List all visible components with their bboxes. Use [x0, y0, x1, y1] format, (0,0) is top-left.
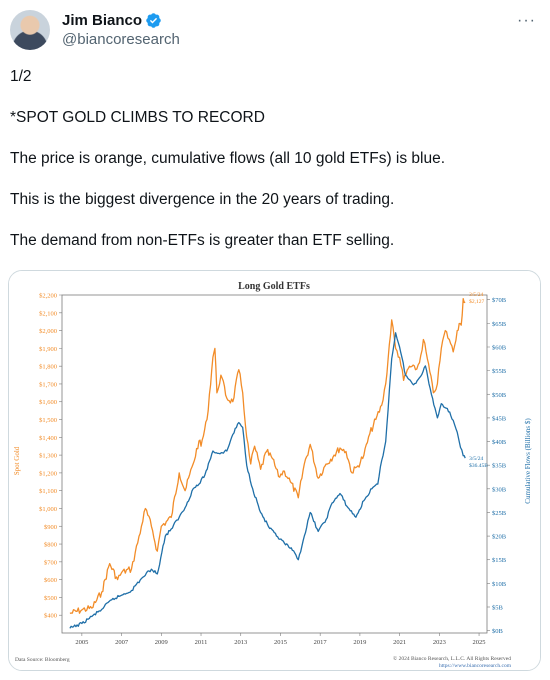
left-tick-label: $1,100	[39, 488, 57, 495]
left-axis-label: Spot Gold	[13, 446, 21, 475]
right-tick-label: $5B	[492, 605, 504, 612]
gold-etf-chart: Long Gold ETFs Spot Gold Cumulative Flow…	[9, 271, 540, 670]
right-tick-label: $60B	[492, 345, 507, 352]
flows-annotation-date: 3/5/24	[469, 456, 483, 462]
left-tick-label: $1,300	[39, 453, 57, 460]
left-tick-label: $1,800	[39, 364, 57, 371]
x-tick-label: 2009	[155, 639, 168, 646]
chart-image[interactable]: Long Gold ETFs Spot Gold Cumulative Flow…	[8, 270, 541, 671]
left-tick-label: $1,900	[39, 346, 57, 353]
right-tick-label: $65B	[492, 321, 507, 328]
plot-frame	[61, 294, 488, 634]
flows-annotation-value: $36.45B	[469, 462, 488, 469]
author-name-row: Jim Bianco	[62, 12, 162, 29]
more-options-icon[interactable]: ···	[517, 12, 536, 29]
website-label[interactable]: https://www.biancoresearch.com	[439, 663, 512, 669]
x-tick-label: 2013	[234, 639, 247, 646]
user-avatar[interactable]	[10, 10, 50, 50]
left-tick-label: $1,000	[39, 506, 57, 513]
left-tick-label: $2,200	[39, 293, 57, 300]
tweet-text: 1/2 *SPOT GOLD CLIMBS TO RECORD The pric…	[10, 67, 530, 272]
left-tick-label: $900	[44, 524, 57, 531]
author-name[interactable]: Jim Bianco	[62, 12, 143, 29]
left-tick-label: $1,200	[39, 470, 57, 477]
x-tick-label: 2025	[473, 639, 486, 646]
right-tick-label: $25B	[492, 510, 507, 517]
left-tick-label: $600	[44, 577, 57, 584]
left-tick-label: $1,600	[39, 399, 57, 406]
right-tick-label: $20B	[492, 534, 507, 541]
left-tick-label: $800	[44, 542, 57, 549]
price-annotation-value: $2,127	[469, 298, 484, 305]
right-tick-label: $30B	[492, 486, 507, 493]
author-handle[interactable]: @biancoresearch	[62, 31, 180, 48]
left-tick-label: $400	[44, 613, 57, 620]
x-tick-label: 2015	[274, 639, 287, 646]
tweet-line: 1/2	[10, 68, 32, 85]
x-tick-label: 2007	[115, 639, 129, 646]
right-tick-label: $50B	[492, 392, 507, 399]
tweet-line: This is the biggest divergence in the 20…	[10, 191, 395, 208]
x-tick-label: 2011	[195, 639, 208, 646]
x-tick-label: 2019	[353, 639, 366, 646]
right-tick-label: $0B	[492, 628, 504, 635]
verified-badge-icon	[146, 13, 161, 28]
tweet-line: The demand from non-ETFs is greater than…	[10, 232, 395, 249]
x-tick-label: 2005	[75, 639, 88, 646]
chart-title: Long Gold ETFs	[238, 281, 310, 292]
x-tick-label: 2023	[433, 639, 446, 646]
right-tick-label: $35B	[492, 463, 507, 470]
right-tick-label: $45B	[492, 415, 507, 422]
right-axis-label: Cumulative Flows (Billions $)	[524, 418, 532, 504]
left-tick-label: $700	[44, 559, 57, 566]
x-tick-label: 2021	[393, 639, 406, 646]
right-tick-label: $70B	[492, 297, 507, 304]
data-source-label: Data Source: Bloomberg	[15, 657, 70, 663]
right-tick-label: $15B	[492, 557, 507, 564]
etf-flows-line	[69, 332, 466, 629]
left-tick-label: $1,500	[39, 417, 57, 424]
copyright-label: © 2024 Bianco Research, L.L.C. All Right…	[393, 655, 511, 662]
gold-price-line	[69, 297, 466, 615]
left-tick-label: $500	[44, 595, 57, 602]
tweet-line: *SPOT GOLD CLIMBS TO RECORD	[10, 109, 265, 126]
right-tick-label: $55B	[492, 368, 507, 375]
left-tick-label: $1,400	[39, 435, 57, 442]
tweet-header: Jim Bianco @biancoresearch ···	[10, 10, 540, 52]
price-annotation-date: 3/5/24	[469, 292, 483, 298]
left-tick-label: $2,100	[39, 310, 57, 317]
x-tick-label: 2017	[314, 639, 328, 646]
right-tick-label: $10B	[492, 581, 507, 588]
left-tick-label: $2,000	[39, 328, 57, 335]
right-tick-label: $40B	[492, 439, 507, 446]
tweet-line: The price is orange, cumulative flows (a…	[10, 150, 446, 167]
left-tick-label: $1,700	[39, 381, 57, 388]
